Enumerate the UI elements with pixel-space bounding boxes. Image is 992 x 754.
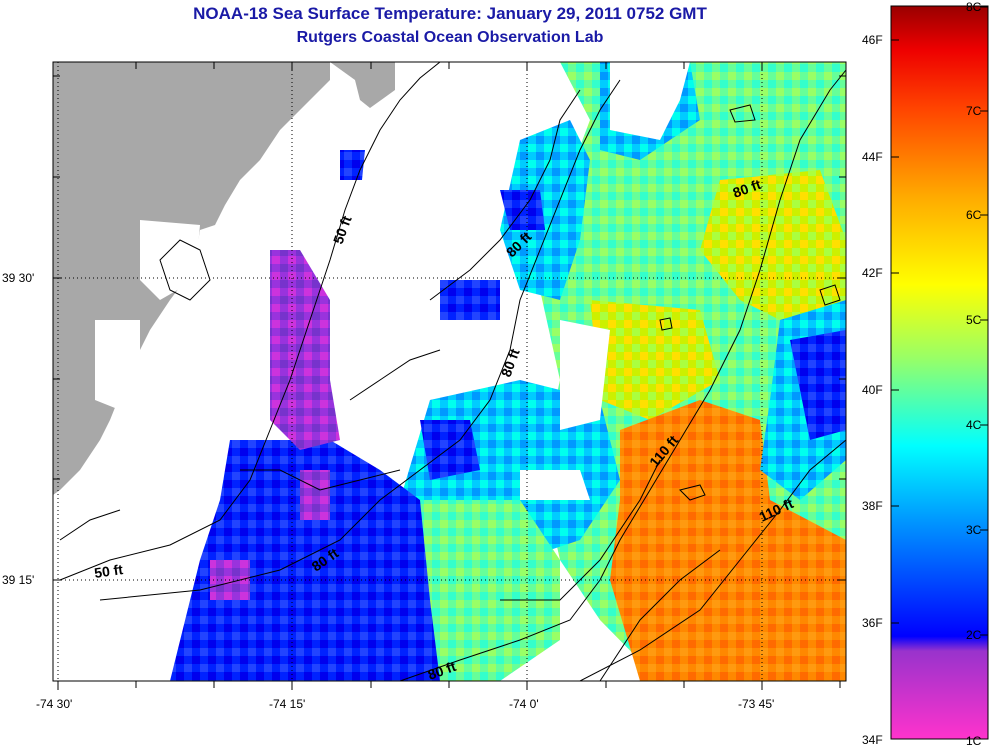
colorbar-f-label: 46F	[862, 33, 883, 47]
colorbar-c-label: 5C	[966, 313, 981, 327]
colorbar-c-label: 3C	[966, 523, 981, 537]
colorbar-c-label: 2C	[966, 628, 981, 642]
colorbar-c-label: 4C	[966, 418, 981, 432]
colorbar-f-label: 44F	[862, 150, 883, 164]
lat-label: 39 15'	[2, 573, 34, 587]
colorbar-c-label: 1C	[966, 734, 981, 748]
lon-label: -74 0'	[509, 697, 539, 711]
colorbar-f-label: 34F	[862, 733, 883, 747]
colorbar-c-label: 6C	[966, 208, 981, 222]
colorbar-f-label: 42F	[862, 266, 883, 280]
colorbar-c-label: 8C	[966, 0, 981, 14]
lat-label: 39 30'	[2, 271, 34, 285]
lon-label: -74 30'	[36, 697, 72, 711]
colorbar-f-label: 40F	[862, 383, 883, 397]
lon-label: -74 15'	[269, 697, 305, 711]
lon-label: -73 45'	[738, 697, 774, 711]
colorbar-c-label: 7C	[966, 104, 981, 118]
colorbar-f-label: 38F	[862, 499, 883, 513]
colorbar-f-label: 36F	[862, 616, 883, 630]
